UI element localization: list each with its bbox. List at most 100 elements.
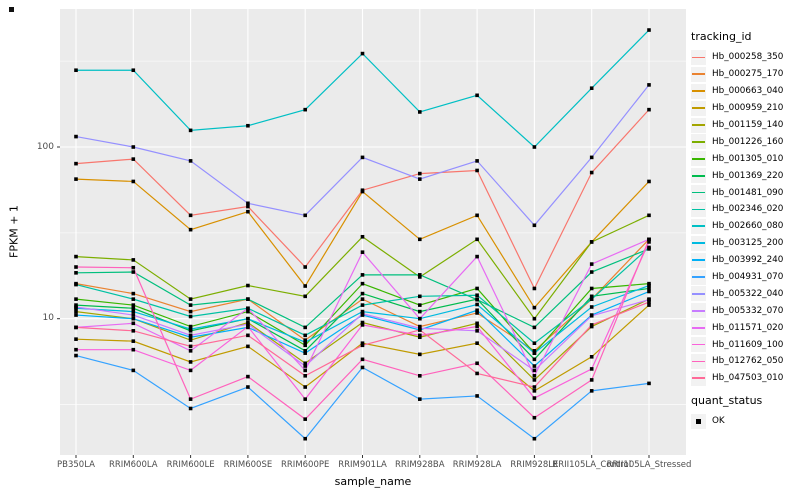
data-point-marker xyxy=(303,385,307,389)
data-point-marker xyxy=(188,338,193,342)
data-point-marker xyxy=(532,364,537,368)
data-point-marker xyxy=(74,297,78,301)
legend-entry-label: Hb_001305_010 xyxy=(712,153,784,164)
data-point-marker xyxy=(303,361,307,366)
data-point-marker xyxy=(303,368,307,373)
data-point-marker xyxy=(131,303,136,307)
y-axis-title: FPKM + 1 xyxy=(7,205,21,258)
data-point-marker xyxy=(532,357,537,362)
data-point-marker xyxy=(360,281,365,286)
legend-line-swatch xyxy=(692,90,705,93)
data-point-marker xyxy=(532,305,537,310)
data-point-marker xyxy=(74,309,78,314)
data-point-marker xyxy=(303,107,307,112)
data-point-marker xyxy=(418,237,422,242)
corner-marker-dot xyxy=(9,7,14,12)
legend-key-box xyxy=(691,100,706,116)
data-point-marker xyxy=(246,123,250,128)
x-tick-label: RRIM600LE xyxy=(166,460,215,470)
legend-entry: Hb_005332_070 xyxy=(691,302,799,319)
data-point-marker xyxy=(246,344,250,349)
legend-entry: Hb_001369_220 xyxy=(691,167,799,184)
legend-entry-label: Hb_001226_160 xyxy=(712,136,784,147)
data-point-marker xyxy=(475,237,479,242)
data-point-marker xyxy=(589,354,594,359)
data-point-marker xyxy=(74,271,78,275)
data-point-marker xyxy=(360,311,365,316)
x-tick-label: RRIM600PE xyxy=(281,460,330,470)
data-point-marker xyxy=(246,324,250,329)
legend-line-swatch xyxy=(692,309,705,312)
data-point-marker xyxy=(74,325,78,330)
data-point-marker xyxy=(246,385,250,389)
legend-entry-label: Hb_011571_020 xyxy=(712,322,784,333)
legend-line-swatch xyxy=(692,293,705,295)
legend-entry-label: Hb_000258_350 xyxy=(712,52,784,63)
data-point-marker xyxy=(532,316,537,321)
data-point-marker xyxy=(360,189,365,194)
data-point-marker xyxy=(131,270,136,274)
data-point-marker xyxy=(303,343,307,348)
data-point-marker xyxy=(589,378,594,382)
data-point-marker xyxy=(532,351,537,355)
data-point-marker xyxy=(360,343,365,348)
legend-entry: Hb_001226_160 xyxy=(691,133,799,150)
data-point-marker xyxy=(303,284,307,288)
data-point-marker xyxy=(589,313,594,318)
legend-entry-label: Hb_000959_210 xyxy=(712,103,784,114)
data-point-marker xyxy=(74,337,78,341)
data-point-marker xyxy=(360,357,365,362)
data-point-marker xyxy=(246,322,250,326)
data-point-marker xyxy=(74,254,78,259)
data-point-marker xyxy=(131,297,136,301)
legend-line-swatch xyxy=(692,326,705,329)
data-point-marker xyxy=(74,177,78,181)
legend-key-box xyxy=(691,83,706,99)
data-point-marker xyxy=(246,209,250,214)
data-point-marker xyxy=(74,265,78,269)
legend-key-box xyxy=(691,337,706,353)
data-point-marker xyxy=(188,128,193,133)
legend-key-box xyxy=(691,286,706,302)
data-point-marker xyxy=(188,227,193,232)
data-point-marker xyxy=(418,373,422,378)
data-point-marker xyxy=(360,309,365,314)
plot-panel xyxy=(60,9,686,455)
legend-key-box xyxy=(691,353,706,369)
data-point-marker xyxy=(589,294,594,299)
data-point-marker xyxy=(131,321,136,326)
legend-entry-label: Hb_000663_040 xyxy=(712,86,784,97)
data-point-marker xyxy=(475,341,479,345)
data-point-marker xyxy=(647,213,651,218)
data-point-marker xyxy=(532,286,537,291)
data-point-marker xyxy=(475,93,479,98)
data-point-marker xyxy=(188,324,193,329)
data-point-marker xyxy=(74,347,78,352)
data-point-marker xyxy=(589,170,594,175)
legend-key-box xyxy=(691,218,706,234)
legend-key-box xyxy=(691,117,706,133)
data-point-marker xyxy=(303,340,307,344)
data-point-marker xyxy=(532,223,537,228)
legend-line-swatch xyxy=(692,259,705,262)
data-point-marker xyxy=(532,378,537,382)
legend-entry-label: Hb_005332_070 xyxy=(712,305,784,316)
legend-key-box xyxy=(691,269,706,285)
data-point-marker xyxy=(532,145,537,149)
data-point-marker xyxy=(131,339,136,343)
data-point-marker xyxy=(647,286,651,291)
data-point-marker xyxy=(418,309,422,314)
legend-entry: Hb_004931_070 xyxy=(691,269,799,286)
data-point-marker xyxy=(74,305,78,309)
data-point-marker xyxy=(360,291,365,296)
data-point-marker xyxy=(532,349,537,353)
data-point-marker xyxy=(589,86,594,91)
legend-key-box xyxy=(691,66,706,82)
x-tick-label: RRIM928LA xyxy=(452,460,502,470)
legend-line-swatch xyxy=(692,174,705,177)
legend-entry: Hb_001305_010 xyxy=(691,150,799,167)
data-point-marker xyxy=(475,293,479,298)
legend-key-box xyxy=(691,235,706,251)
x-tick-label: RRII105LA_Control xyxy=(552,460,632,470)
